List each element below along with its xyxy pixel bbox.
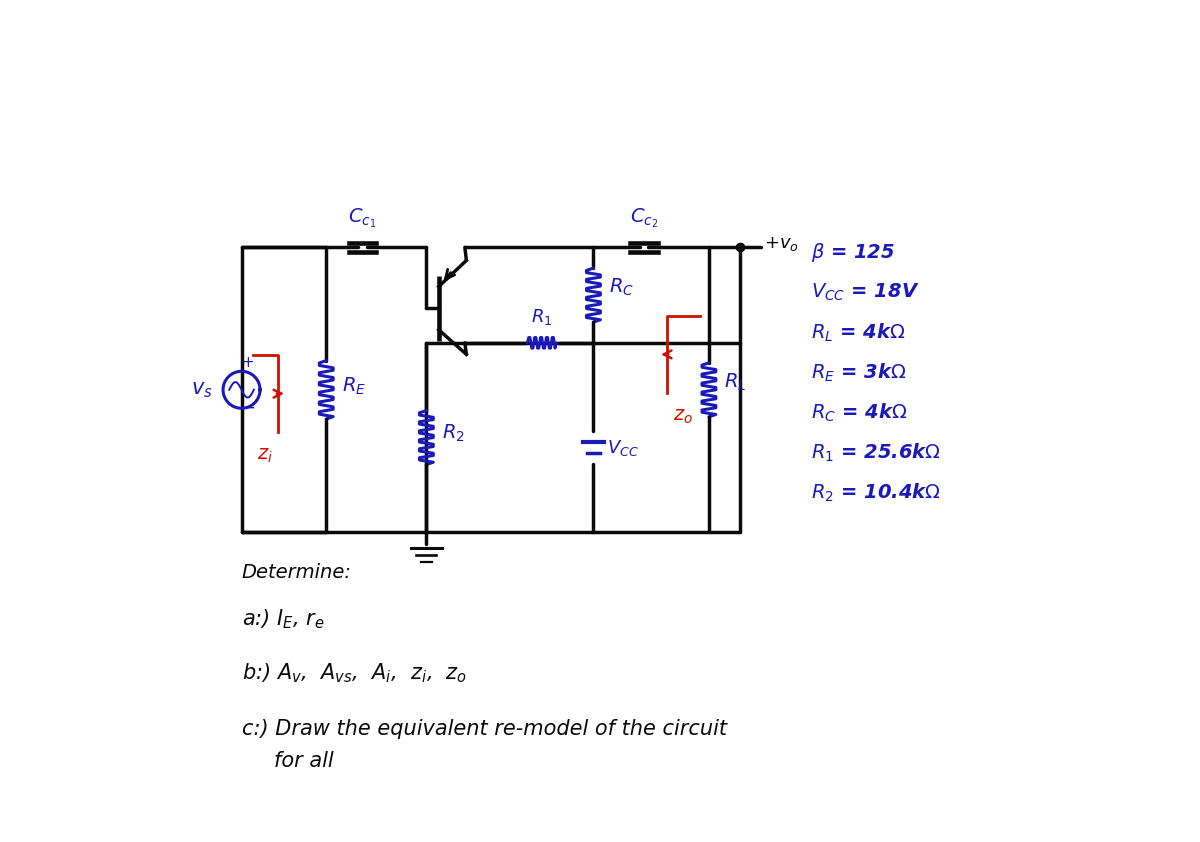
Text: $V_{CC}$ = 18V: $V_{CC}$ = 18V <box>811 282 919 303</box>
Text: $R_C$ = 4k$\Omega$: $R_C$ = 4k$\Omega$ <box>811 402 907 424</box>
Text: $v_s$: $v_s$ <box>191 380 212 400</box>
Text: −: − <box>241 399 254 417</box>
Text: b:) $A_v$,  $A_{vs}$,  $A_i$,  $z_i$,  $z_o$: b:) $A_v$, $A_{vs}$, $A_i$, $z_i$, $z_o$ <box>241 661 467 685</box>
Text: $z_o$: $z_o$ <box>673 407 692 426</box>
Text: $z_i$: $z_i$ <box>257 446 272 465</box>
Text: Determine:: Determine: <box>241 563 352 582</box>
Text: $R_2$: $R_2$ <box>442 423 464 445</box>
Text: $R_E$: $R_E$ <box>342 376 366 397</box>
Text: $C_{c_2}$: $C_{c_2}$ <box>630 207 659 231</box>
Text: $R_2$ = 10.4k$\Omega$: $R_2$ = 10.4k$\Omega$ <box>811 482 941 504</box>
Text: $V_{CC}$: $V_{CC}$ <box>607 438 640 457</box>
Text: for all: for all <box>274 750 334 770</box>
Text: c:) Draw the equivalent re-model of the circuit: c:) Draw the equivalent re-model of the … <box>241 719 726 739</box>
Text: $R_C$: $R_C$ <box>608 277 634 298</box>
Text: $R_L$ = 4k$\Omega$: $R_L$ = 4k$\Omega$ <box>811 322 906 344</box>
Text: +: + <box>241 354 254 370</box>
Text: $R_1$: $R_1$ <box>532 307 552 328</box>
Text: $+v_o$: $+v_o$ <box>764 235 799 253</box>
Text: $R_E$ = 3k$\Omega$: $R_E$ = 3k$\Omega$ <box>811 362 907 384</box>
Text: $R_L$: $R_L$ <box>725 371 746 392</box>
Text: $R_1$ = 25.6k$\Omega$: $R_1$ = 25.6k$\Omega$ <box>811 442 941 464</box>
Text: a:) $I_E$, $r_e$: a:) $I_E$, $r_e$ <box>241 608 324 632</box>
Text: $C_{c_1}$: $C_{c_1}$ <box>348 207 377 231</box>
Text: $\beta$ = 125: $\beta$ = 125 <box>811 241 895 264</box>
